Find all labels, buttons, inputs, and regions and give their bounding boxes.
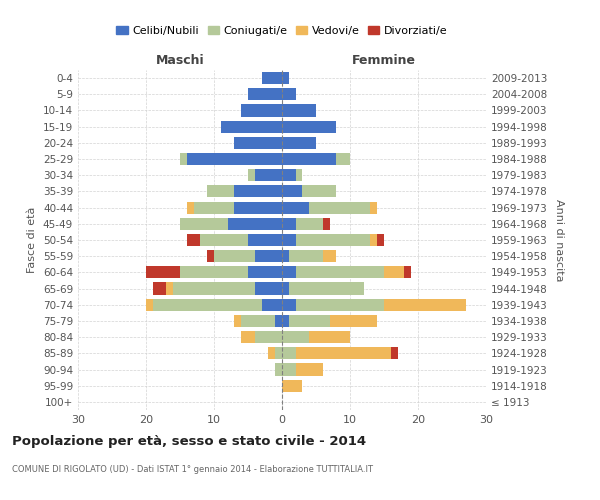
Bar	[282, 298, 296, 311]
Bar	[282, 72, 289, 84]
Bar	[275, 348, 282, 360]
Bar	[255, 250, 282, 262]
Bar	[282, 218, 296, 230]
Bar	[235, 137, 282, 149]
Bar	[384, 266, 404, 278]
Bar	[275, 364, 282, 376]
Bar	[282, 348, 296, 360]
Bar	[248, 234, 282, 246]
Bar	[200, 234, 248, 246]
Bar	[248, 169, 255, 181]
Bar	[282, 202, 309, 213]
Bar	[309, 331, 350, 343]
Bar	[289, 315, 329, 327]
Bar	[153, 282, 166, 294]
Bar	[255, 169, 282, 181]
Bar	[282, 137, 316, 149]
Bar	[282, 250, 289, 262]
Bar	[248, 266, 282, 278]
Bar	[241, 315, 275, 327]
Bar	[282, 266, 296, 278]
Bar	[248, 88, 282, 101]
Bar	[282, 169, 296, 181]
Text: Maschi: Maschi	[155, 54, 205, 67]
Bar	[282, 364, 296, 376]
Bar	[214, 250, 255, 262]
Bar	[207, 186, 235, 198]
Bar	[302, 186, 337, 198]
Bar	[255, 331, 282, 343]
Bar	[235, 315, 241, 327]
Bar	[282, 120, 337, 132]
Bar	[173, 282, 255, 294]
Bar	[282, 88, 296, 101]
Bar	[296, 169, 302, 181]
Bar	[241, 104, 282, 117]
Bar	[391, 348, 398, 360]
Bar	[180, 153, 187, 165]
Bar	[282, 186, 302, 198]
Bar	[227, 218, 282, 230]
Bar	[235, 186, 282, 198]
Bar	[255, 282, 282, 294]
Bar	[180, 218, 227, 230]
Bar	[377, 234, 384, 246]
Bar	[235, 202, 282, 213]
Bar	[194, 202, 235, 213]
Text: COMUNE DI RIGOLATO (UD) - Dati ISTAT 1° gennaio 2014 - Elaborazione TUTTITALIA.I: COMUNE DI RIGOLATO (UD) - Dati ISTAT 1° …	[12, 465, 373, 474]
Bar	[207, 250, 214, 262]
Bar	[329, 315, 377, 327]
Bar	[323, 218, 329, 230]
Bar	[337, 153, 350, 165]
Bar	[370, 234, 377, 246]
Bar	[221, 120, 282, 132]
Bar	[275, 315, 282, 327]
Bar	[146, 298, 153, 311]
Bar	[282, 282, 289, 294]
Bar	[262, 298, 282, 311]
Bar	[282, 153, 337, 165]
Bar	[180, 266, 248, 278]
Bar	[166, 282, 173, 294]
Bar	[282, 104, 316, 117]
Text: Femmine: Femmine	[352, 54, 416, 67]
Bar	[241, 331, 255, 343]
Bar	[404, 266, 411, 278]
Bar	[296, 348, 391, 360]
Bar	[146, 266, 180, 278]
Y-axis label: Anni di nascita: Anni di nascita	[554, 198, 564, 281]
Y-axis label: Fasce di età: Fasce di età	[28, 207, 37, 273]
Bar	[309, 202, 370, 213]
Bar	[296, 218, 323, 230]
Bar	[289, 250, 323, 262]
Bar	[289, 282, 364, 294]
Bar	[187, 234, 200, 246]
Bar	[384, 298, 466, 311]
Bar	[282, 380, 302, 392]
Bar	[370, 202, 377, 213]
Bar	[282, 234, 296, 246]
Bar	[323, 250, 337, 262]
Bar	[282, 315, 289, 327]
Bar	[296, 364, 323, 376]
Bar	[282, 331, 309, 343]
Bar	[268, 348, 275, 360]
Legend: Celibi/Nubili, Coniugati/e, Vedovi/e, Divorziati/e: Celibi/Nubili, Coniugati/e, Vedovi/e, Di…	[112, 21, 452, 40]
Bar	[262, 72, 282, 84]
Bar	[296, 298, 384, 311]
Bar	[296, 266, 384, 278]
Bar	[187, 153, 282, 165]
Bar	[296, 234, 370, 246]
Bar	[187, 202, 194, 213]
Bar	[153, 298, 262, 311]
Text: Popolazione per età, sesso e stato civile - 2014: Popolazione per età, sesso e stato civil…	[12, 435, 366, 448]
